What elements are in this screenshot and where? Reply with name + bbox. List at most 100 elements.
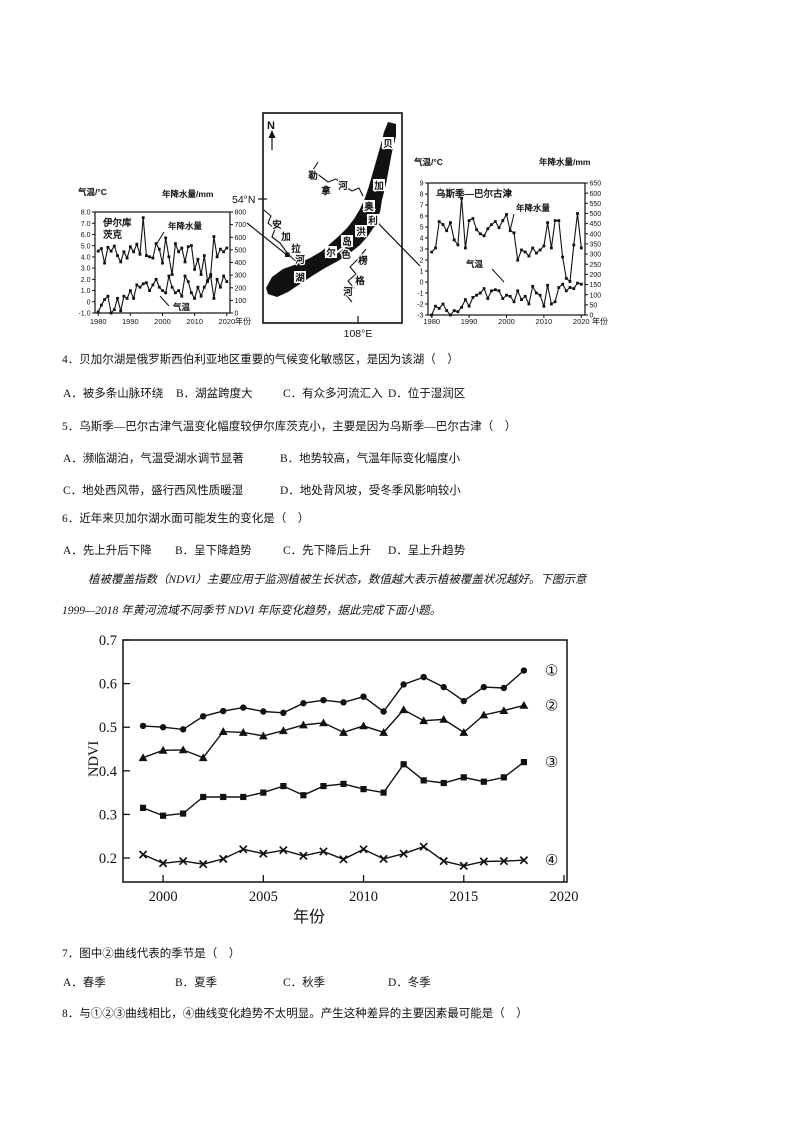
- svg-text:0.7: 0.7: [99, 633, 117, 649]
- ust-annotation: 年降水量: [509, 203, 551, 232]
- svg-text:100: 100: [590, 292, 602, 299]
- svg-text:2020: 2020: [573, 317, 590, 326]
- lena-char-1: 勒: [308, 170, 318, 182]
- question-6-options: A．先上升后下降 B．呈下降趋势 C．先下降后上升 D．呈上升趋势: [0, 544, 794, 558]
- map-frame: [262, 112, 403, 324]
- svg-text:4.0: 4.0: [81, 254, 91, 261]
- svg-text:0: 0: [235, 311, 239, 318]
- ndvi-trend-chart: 0.7 0.6 0.5 0.4 0.3 0.2 2000 2005 2010 2015 2020 ND…: [86, 633, 578, 926]
- question-7-options: A．春季 B．夏季 C．秋季 D．冬季: [0, 976, 794, 990]
- irkutsk-x-axis: 1980 1990 2000 2010 2020: [90, 313, 235, 326]
- lena-char-3: 河: [338, 180, 348, 192]
- svg-text:2020: 2020: [549, 889, 578, 905]
- angara-char-4: 河: [295, 254, 305, 266]
- q5-option-c: C．地处西风带，盛行西风性质暖湿: [63, 485, 244, 497]
- selenga-char-3: 格: [355, 275, 365, 287]
- ndvi-y-axis-title: NDVI: [86, 741, 102, 777]
- q7-option-a: A．春季: [63, 977, 106, 989]
- irkutsk-annotation: 年降水量: [155, 221, 203, 246]
- svg-text:800: 800: [235, 210, 247, 217]
- ndvi-x-axis: 2000 2005 2010 2015 2020: [149, 875, 578, 905]
- ndvi-legend-1: ①: [545, 663, 558, 680]
- north-label: N: [267, 120, 275, 132]
- ust-series-1: [430, 196, 583, 283]
- lat-label: 54°N: [232, 194, 255, 206]
- svg-text:年降水量: 年降水量: [168, 221, 203, 231]
- svg-text:1: 1: [420, 269, 424, 276]
- island-char-3: 洪: [356, 226, 366, 238]
- svg-text:3.0: 3.0: [81, 266, 91, 273]
- ndvi-frame: [122, 639, 568, 883]
- svg-text:2000: 2000: [498, 317, 515, 326]
- svg-text:9: 9: [420, 181, 424, 188]
- svg-text:0: 0: [590, 313, 594, 320]
- svg-text:2015: 2015: [449, 889, 478, 905]
- ust-annotation: 气温/°C: [413, 157, 443, 167]
- lon-label: 108°E: [344, 328, 373, 340]
- passage-line-1: 植被覆盖指数（NDVI）主要应用于监测植被生长状态，数值越大表示植被覆盖状况越好…: [88, 574, 587, 586]
- island-char-1: 奥: [363, 201, 374, 213]
- svg-text:2000: 2000: [154, 317, 171, 326]
- lena-char-2: 拿: [320, 185, 331, 197]
- selenga-char-1: 色: [341, 249, 351, 261]
- ust-x-axis: 1980 1990 2000 2010 2020: [423, 315, 590, 326]
- svg-text:0: 0: [420, 280, 424, 287]
- ndvi-legend-4: ④: [545, 852, 558, 869]
- svg-text:-3: -3: [417, 313, 423, 320]
- ust-annotation: 乌斯季—巴尔古津: [436, 188, 513, 200]
- svg-text:0.5: 0.5: [99, 720, 117, 736]
- question-6-stem: 6．近年来贝加尔湖水面可能发生的变化是（ ）: [62, 513, 310, 525]
- svg-text:5: 5: [420, 225, 424, 232]
- svg-text:600: 600: [235, 235, 247, 242]
- irkutsk-right-axis: 800 700 600 500 400 300 200 100 0: [230, 210, 246, 318]
- svg-text:乌斯季—巴尔古津: 乌斯季—巴尔古津: [436, 188, 513, 200]
- ndvi-series-x: [138, 842, 529, 871]
- svg-text:-2: -2: [417, 302, 423, 309]
- lake-baikal-shape: [266, 122, 396, 297]
- svg-text:6.0: 6.0: [81, 232, 91, 239]
- irkutsk-annotation: 年降水量/mm: [162, 189, 214, 199]
- svg-text:1980: 1980: [90, 317, 107, 326]
- selenga-river-labels: 色 楞 格 河: [340, 248, 370, 300]
- q7-option-d: D．冬季: [388, 977, 431, 989]
- svg-text:650: 650: [590, 181, 602, 188]
- q6-option-c: C．先下降后上升: [283, 545, 372, 557]
- question-5-stem: 5．乌斯季—巴尔古津气温变化幅度较伊尔库茨克小，主要是因为乌斯季—巴尔古津（ ）: [62, 421, 517, 433]
- svg-text:8: 8: [420, 192, 424, 199]
- q4-option-a: A．被多条山脉环绕: [63, 388, 164, 400]
- svg-text:700: 700: [235, 222, 247, 229]
- question-4-options: A．被多条山脉环绕 B．湖盆跨度大 C．有众多河流汇入 D．位于湿润区: [0, 387, 794, 401]
- ndvi-series-square: [139, 758, 528, 819]
- svg-text:1990: 1990: [461, 317, 478, 326]
- irkutsk-series-2: [96, 274, 229, 315]
- svg-text:3: 3: [420, 247, 424, 254]
- svg-text:7.0: 7.0: [81, 221, 91, 228]
- question-7-stem: 7．图中②曲线代表的季节是（ ）: [62, 948, 241, 960]
- svg-text:550: 550: [590, 201, 602, 208]
- svg-text:气温/°C: 气温/°C: [413, 157, 443, 167]
- svg-text:200: 200: [590, 272, 602, 279]
- svg-text:6: 6: [420, 214, 424, 221]
- question-4-stem: 4．贝加尔湖是俄罗斯西伯利亚地区重要的气候变化敏感区，是因为该湖（ ）: [62, 354, 459, 366]
- ndvi-series-triangle: [138, 701, 529, 762]
- irkutsk-annotation: 年份: [235, 316, 251, 326]
- ust-annotation: 年降水量/mm: [539, 157, 591, 167]
- ust-left-axis: 9 8 7 6 5 4 3 2 1 0 -1 -2 -3: [417, 181, 428, 320]
- svg-text:2.0: 2.0: [81, 277, 91, 284]
- q6-option-d: D．呈上升趋势: [388, 545, 466, 557]
- angara-river-labels: 安 加 拉 河: [271, 218, 307, 268]
- q5-option-a: A．濒临湖泊，气温受湖水调节显著: [63, 453, 244, 465]
- q6-option-a: A．先上升后下降: [63, 545, 152, 557]
- angara-char-3: 拉: [291, 243, 301, 255]
- svg-text:2010: 2010: [349, 889, 378, 905]
- lake-char-4: 湖: [295, 272, 305, 284]
- svg-text:150: 150: [590, 282, 602, 289]
- irkutsk-annotation: 气温: [159, 295, 191, 312]
- svg-text:5.0: 5.0: [81, 243, 91, 250]
- passage-line-2: 1999—2018 年黄河流域不同季节 NDVI 年际变化趋势，据此完成下面小题…: [62, 605, 442, 617]
- svg-text:2010: 2010: [186, 317, 203, 326]
- irkutsk-plot-area: 8.0 7.0 6.0 5.0 4.0 3.0 2.0 1.0 0 -1.0 800 700 600 50…: [77, 187, 251, 326]
- angara-char-2: 加: [280, 231, 291, 243]
- ust-plot-area: 9876543210-1-2-3650600550500450400350300…: [413, 157, 608, 326]
